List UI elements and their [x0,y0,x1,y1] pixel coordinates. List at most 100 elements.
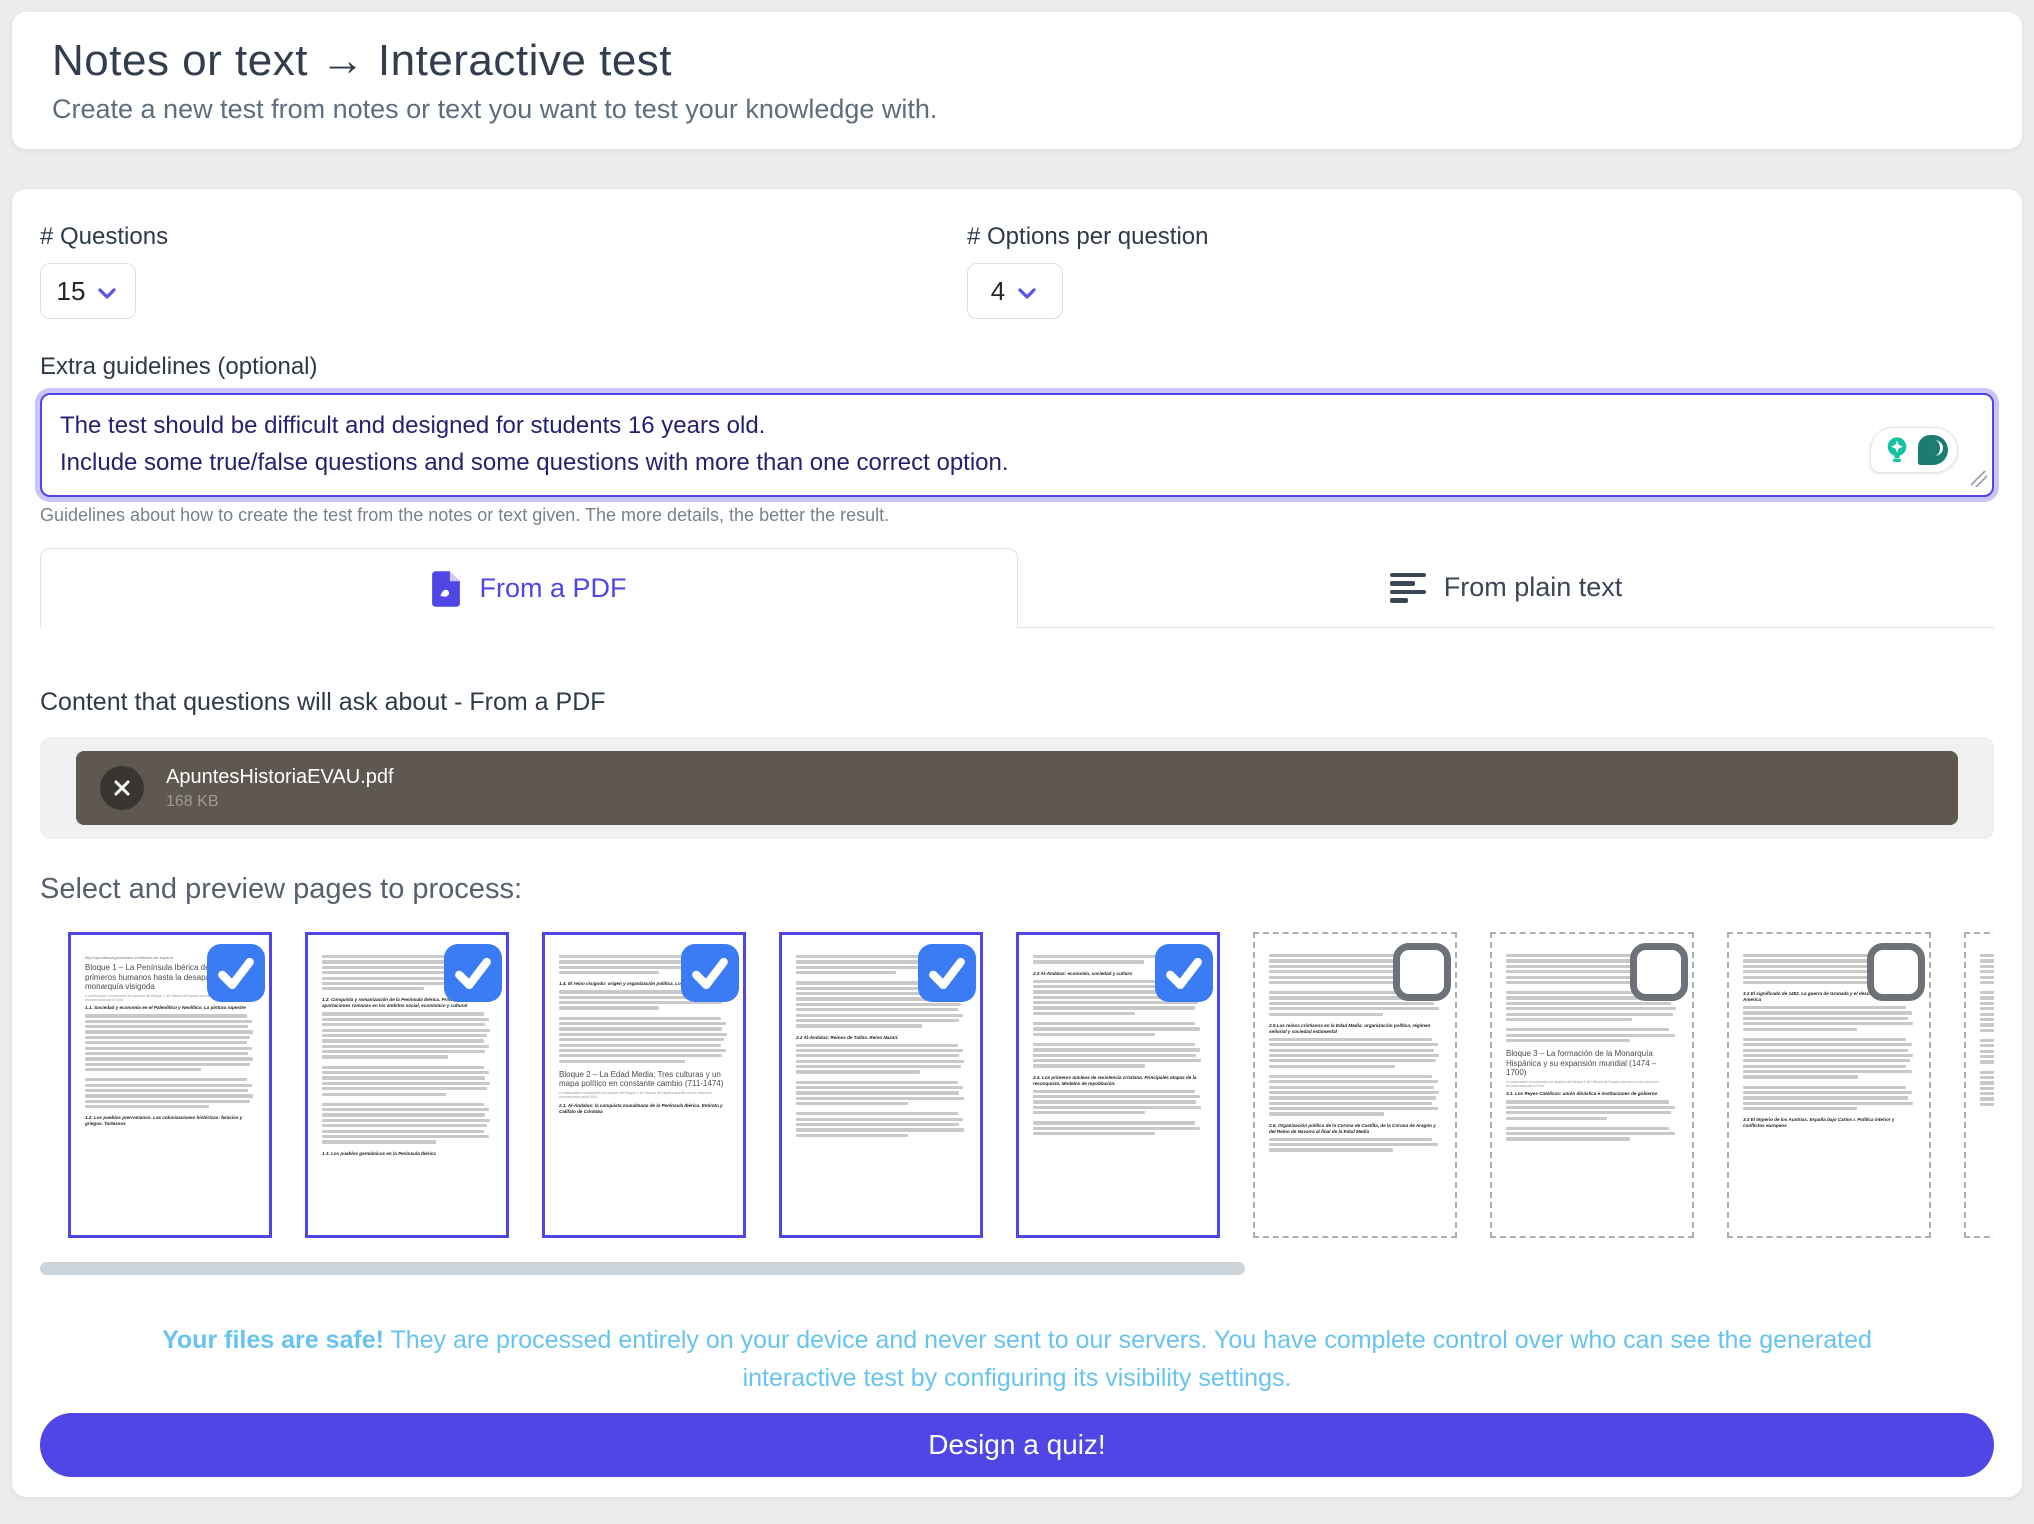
textarea-resize-handle[interactable] [1971,471,1987,487]
tab-from-pdf[interactable]: From a PDF [40,548,1018,628]
thumb-paragraph [1980,1070,1994,1106]
questions-label: # Questions [40,223,169,250]
uploaded-file-chip: ApuntesHistoriaEVAU.pdf 168 KB [76,751,1958,825]
thumb-paragraph [1269,1074,1441,1116]
thumb-paragraph [1743,954,1915,985]
thumb-paragraph [322,1012,492,1059]
thumb-paragraph [796,955,966,975]
pdf-page-thumbnail[interactable]: 2.2 Al-Ándalus: Reinos de Taifas. Reino … [779,932,983,1238]
page-checkbox-checked[interactable] [207,944,265,1002]
thumb-section-heading: 1.2. Los pueblos prerromanos. Las coloni… [85,1115,243,1127]
thumb-note-text: A continuación encontraréis los apuntes … [559,1090,712,1100]
thumb-paragraph [796,981,966,1028]
thumb-paragraph [1033,1121,1203,1136]
thumb-paragraph [322,1065,492,1096]
thumb-paragraph [1033,1042,1203,1068]
guidelines-help-text: Guidelines about how to create the test … [40,505,890,525]
pdf-page-preview: 2.3 Al-Ándalus: economía, sociedad y cul… [1019,935,1217,1235]
thumb-paragraph [796,1080,966,1106]
content-section-heading: Content that questions will ask about - … [40,688,606,716]
pdf-page-preview: 3.2 El significado de 1492. La guerra de… [1729,934,1929,1236]
remove-file-button[interactable] [100,766,144,810]
thumb-section-heading: 1.3. Los pueblos germánicos en la Peníns… [322,1150,436,1156]
page-checkbox-unchecked[interactable] [1630,943,1688,1001]
thumb-paragraph [559,955,729,975]
thumb-section-heading: 3.3 El Imperio de los Austrias. España b… [1743,1117,1895,1129]
pdf-page-thumbnail[interactable]: 2.3 Al-Ándalus: economía, sociedad y cul… [1016,932,1220,1238]
options-value: 4 [990,275,1006,306]
pages-heading: Select and preview pages to process: [40,873,522,905]
horizontal-scrollbar-track [40,1262,1994,1275]
page-checkbox-unchecked[interactable] [1867,943,1925,1001]
horizontal-scrollbar-thumb[interactable] [40,1262,1245,1275]
options-label: # Options per question [967,223,1209,250]
pdf-page-thumbnail[interactable]: Bloque 3 – La formación de la Monarquía … [1490,932,1694,1238]
privacy-note: Your files are safe! They are processed … [117,1321,1917,1397]
thumb-paragraph [1980,1038,1994,1064]
thumb-paragraph [1269,1037,1441,1068]
thumb-paragraph [1033,1022,1203,1036]
thumb-paragraph [1269,991,1441,1016]
page-header: Notes or text → Interactive test Create … [12,12,2022,149]
options-select[interactable]: 4 [967,263,1063,319]
pdf-file-icon [432,570,461,607]
thumb-block-heading: Bloque 1 – La Península Ibérica desde lo… [85,963,249,991]
pdf-page-preview: 1.2. Conquista y romanización de la Pení… [308,935,506,1235]
thumb-paragraph [322,955,492,991]
pdf-page-preview: http://apuntessegundobach.es/historia-de… [71,935,269,1235]
pdf-page-thumbnail[interactable]: 3.2 El significado de 1492. La guerra de… [1727,932,1931,1238]
chevron-down-icon [1018,287,1036,299]
thumb-paragraph [1743,1037,1915,1079]
pdf-page-preview: Bloque 3 – La formación de la Monarquía … [1492,934,1692,1236]
thumb-url-text: http://apuntessegundobach.es/historia-de… [85,955,173,960]
thumb-paragraph [1033,979,1203,1015]
thumb-paragraph [559,1016,729,1063]
file-size: 168 KB [166,792,219,810]
thumb-paragraph [1506,954,1678,985]
questions-select[interactable]: 15 [40,263,136,319]
thumb-section-heading: 1.2. Conquista y romanización de la Pení… [322,997,468,1009]
thumb-section-heading: 1.4. El reino visigodo: origen y organiz… [559,981,705,987]
pdf-page-thumbnail[interactable]: 1.2. Conquista y romanización de la Pení… [305,932,509,1238]
thumb-paragraph [85,1078,255,1109]
page-checkbox-checked[interactable] [444,944,502,1002]
thumb-paragraph [1033,955,1203,964]
thumb-note-text: A continuación encontraréis los apuntes … [85,993,238,1002]
thumb-section-heading: 2.1. Al-Ándalus: la conquista musulmana … [559,1102,723,1114]
thumb-paragraph [796,1043,966,1074]
page-checkbox-checked[interactable] [918,944,976,1002]
page-checkbox-checked[interactable] [1155,944,1213,1002]
thumb-paragraph [559,990,729,1010]
checkmark-icon [455,957,491,990]
close-icon [114,780,130,796]
checkmark-icon [929,957,965,990]
pdf-page-preview: 1.4. El reino visigodo: origen y organiz… [545,935,743,1235]
guidelines-wrapper: The test should be difficult and designe… [40,393,1994,497]
thumb-paragraph [85,1014,255,1072]
counts-row: # Questions 15 # Options per question 4 [40,223,1994,319]
tab-from-plain-text[interactable]: From plain text [1018,548,1994,628]
pdf-page-thumbnail[interactable]: 2.5 Los reinos cristianos en la Edad Med… [1253,932,1457,1238]
chat-bubble-icon[interactable] [1917,435,1948,465]
thumb-paragraph [1506,991,1678,1022]
thumb-block-heading: Bloque 2 – La Edad Media: Tres culturas … [559,1069,724,1089]
lightbulb-sparkle-icon[interactable] [1881,434,1913,466]
page-thumbnails-strip[interactable]: http://apuntessegundobach.es/historia-de… [40,932,1994,1240]
thumb-paragraph [796,1112,966,1137]
design-quiz-button[interactable]: Design a quiz! [40,1413,1994,1477]
page-checkbox-checked[interactable] [681,944,739,1002]
thumb-section-heading: 3.1. Los Reyes Católicos: unión dinástic… [1506,1091,1658,1097]
pdf-page-thumbnail[interactable]: http://apuntessegundobach.es/historia-de… [68,932,272,1238]
pdf-page-thumbnail[interactable] [1964,932,1994,1238]
chevron-down-icon [98,287,117,299]
thumb-paragraph [1743,1085,1915,1111]
guidelines-label: Extra guidelines (optional) [40,353,318,380]
pdf-page-thumbnail[interactable]: 1.4. El reino visigodo: origen y organiz… [542,932,746,1238]
pdf-page-preview [1966,934,1994,1236]
guidelines-textarea[interactable]: The test should be difficult and designe… [40,393,1994,497]
thumb-paragraph [1506,1100,1678,1120]
page-checkbox-unchecked[interactable] [1393,943,1451,1001]
file-name: ApuntesHistoriaEVAU.pdf [166,765,394,788]
thumb-paragraph [1269,954,1441,985]
checkmark-icon [1166,957,1202,990]
